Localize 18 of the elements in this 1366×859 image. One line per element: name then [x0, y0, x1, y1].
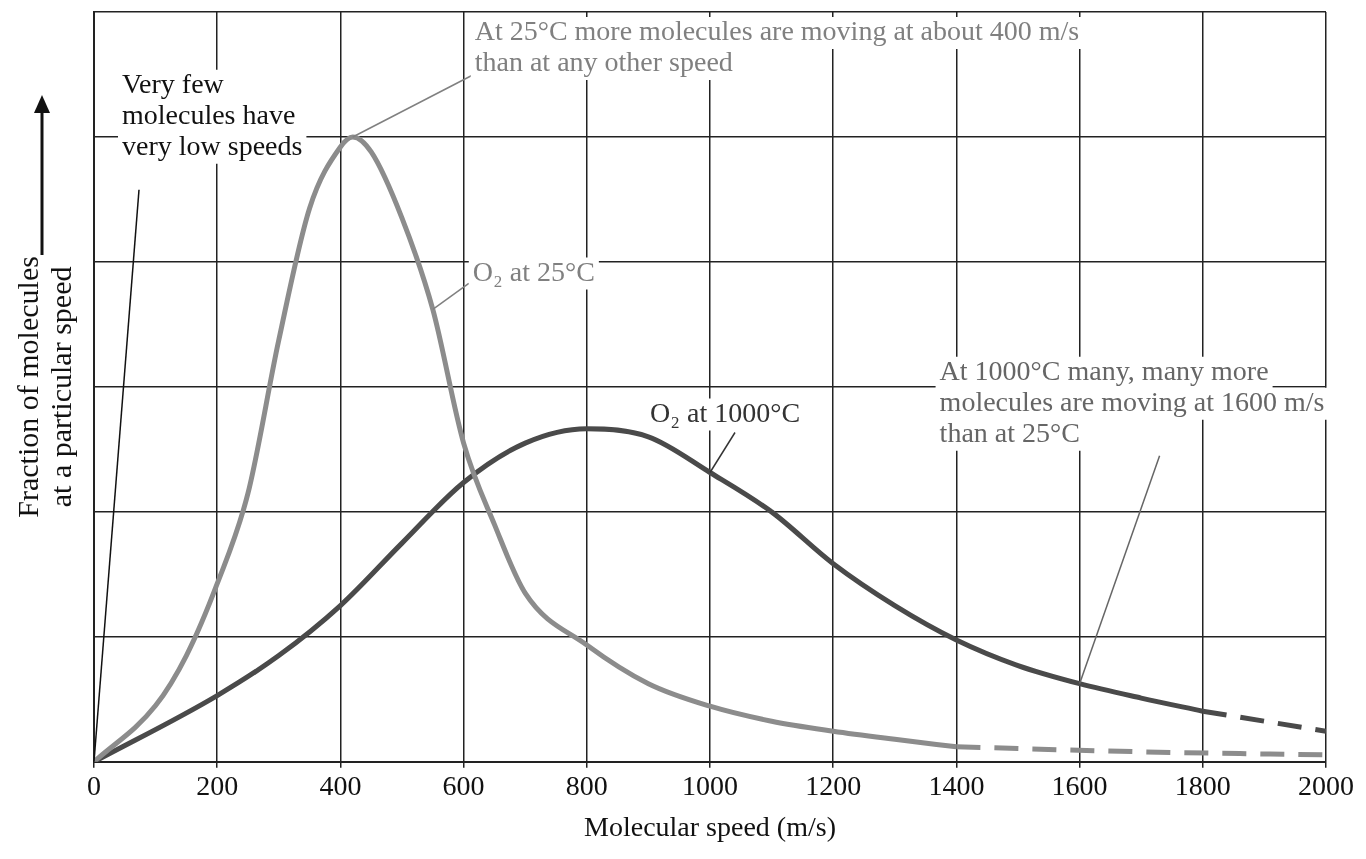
x-tick-label: 1800 [1174, 769, 1231, 801]
annotation: At 1000°C many, many more molecules are moving at 1600 m/s than at 25°C [939, 355, 1325, 449]
x-tick-label: 1000 [682, 769, 738, 801]
x-tick-label: 1400 [928, 769, 985, 801]
annotation: O₂ at 25°C [472, 255, 595, 287]
x-tick-label: 0 [87, 769, 101, 801]
annotation: Very few molecules have very low speeds [122, 68, 303, 162]
x-tick-label: 400 [319, 769, 362, 801]
y-axis-title: Fraction of molecules at a particular speed [11, 256, 78, 518]
x-tick-label: 1200 [805, 769, 862, 801]
annotation: At 25°C more molecules are moving at about 400 m/s than at any other speed [474, 15, 1080, 78]
x-tick-label: 800 [565, 769, 608, 801]
x-tick-label: 1600 [1051, 769, 1108, 801]
x-tick-label: 600 [442, 769, 485, 801]
x-axis-title: Molecular speed (m/s) [584, 810, 836, 842]
x-tick-label: 2000 [1298, 769, 1354, 801]
annotation: O₂ at 1000°C [650, 396, 801, 428]
x-tick-label: 200 [196, 769, 239, 801]
